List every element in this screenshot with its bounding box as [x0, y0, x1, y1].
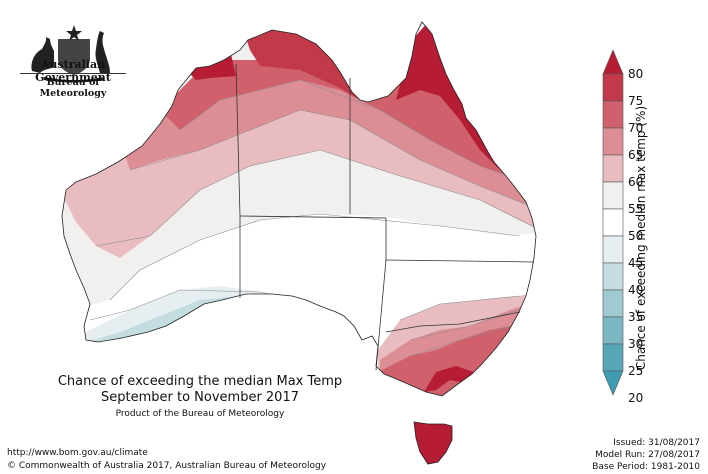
tasmania [413, 421, 453, 465]
legend-swatch [602, 100, 624, 129]
branding-divider [20, 73, 126, 74]
legend-tick-label: 80 [628, 67, 643, 81]
legend-tick-label: 35 [628, 310, 643, 324]
legend-tick-label: 75 [628, 94, 643, 108]
isoline [399, 295, 521, 321]
base-period: Base Period: 1981-2010 [592, 462, 700, 472]
issued-date: Issued: 31/08/2017 [613, 438, 700, 448]
legend-tick-label: 25 [628, 364, 643, 378]
isoline [95, 149, 536, 247]
legend-swatch [602, 154, 624, 183]
legend-swatch [602, 181, 624, 210]
legend-tick-label: 45 [628, 256, 643, 270]
legend-swatch [602, 235, 624, 264]
footer-copyright: © Commonwealth of Australia 2017, Austra… [7, 461, 327, 471]
zone-red-kimberley [186, 50, 236, 80]
legend-tick-label: 65 [628, 148, 643, 162]
legend-swatch [602, 343, 624, 372]
map-title: Chance of exceeding the median Max Temp … [20, 374, 380, 406]
isoline [129, 109, 536, 211]
legend-tick-label: 30 [628, 337, 643, 351]
issue-info: Issued: 31/08/2017 Model Run: 27/08/2017… [592, 437, 700, 473]
map-title-line2: September to November 2017 [100, 390, 299, 405]
legend-tick-label: 20 [628, 391, 643, 405]
coat-of-arms-icon [31, 25, 110, 83]
footer-url: http://www.bom.gov.au/climate [7, 448, 148, 458]
legend-tick-label: 50 [628, 229, 643, 243]
state-borders [235, 63, 535, 371]
model-run-date: Model Run: 27/08/2017 [595, 450, 700, 460]
map-title-line1: Chance of exceeding the median Max Temp [57, 374, 343, 389]
legend-tick-label: 40 [628, 283, 643, 297]
isoline [409, 305, 531, 341]
zone-red-cape-york [396, 22, 500, 170]
legend-tick-label: 70 [628, 121, 643, 135]
legend-swatch [602, 73, 624, 102]
legend-title: Chance of exceeding median max temp (%) [634, 105, 648, 371]
product-credit: Product of the Bureau of Meteorology [115, 409, 285, 419]
legend-tick-label: 55 [628, 202, 643, 216]
coastline [61, 21, 537, 397]
legend-arrow-top [602, 49, 624, 75]
isoline [409, 323, 521, 357]
agency-name: Bureau of Meteorology [39, 77, 107, 99]
legend-tick-label: 60 [628, 175, 643, 189]
probability-colorbar: 80 75 70 65 60 55 50 45 40 35 30 25 20 [602, 49, 643, 405]
legend-swatch [602, 262, 624, 291]
legend-arrow-bottom [602, 370, 624, 396]
legend-swatch [602, 208, 624, 237]
isoline [109, 213, 521, 301]
government-name: Australian Government [35, 58, 111, 84]
legend-swatch [602, 127, 624, 156]
legend-swatch [602, 316, 624, 345]
isoline [179, 79, 521, 181]
legend-swatch [602, 289, 624, 318]
zone-red-victoria-coast [424, 366, 484, 392]
